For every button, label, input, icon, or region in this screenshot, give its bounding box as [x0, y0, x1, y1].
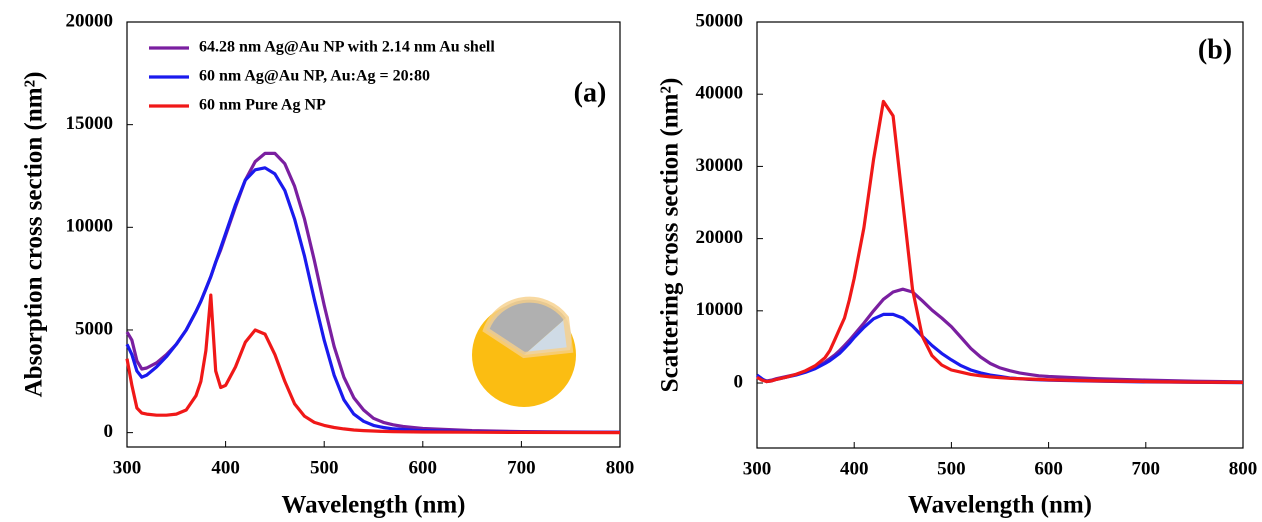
panel-label: (a) — [574, 77, 607, 108]
x-tick-label: 700 — [507, 457, 536, 478]
plot-frame — [756, 21, 1244, 449]
y-axis-title: Scattering cross section (nm²) — [657, 78, 684, 393]
y-tick-label: 15000 — [66, 113, 114, 134]
legend-label: 60 nm Pure Ag NP — [199, 97, 326, 114]
y-tick-label: 10000 — [66, 216, 114, 237]
legend-label: 60 nm Ag@Au NP, Au:Ag = 20:80 — [199, 68, 430, 85]
y-tick-label: 40000 — [696, 83, 744, 104]
y-tick-label: 5000 — [75, 318, 113, 339]
plot-frame — [126, 21, 621, 448]
core-shell-icon — [472, 296, 576, 407]
y-tick-label: 50000 — [696, 10, 744, 31]
x-tick-label: 500 — [310, 457, 339, 478]
y-tick-label: 20000 — [66, 10, 114, 31]
y-axis-title: Absorption cross section (nm²) — [21, 72, 48, 398]
x-tick-label: 300 — [743, 458, 772, 479]
y-tick-label: 10000 — [696, 299, 744, 320]
x-tick-label: 400 — [840, 458, 869, 479]
x-axis-title: Wavelength (nm) — [908, 492, 1092, 519]
panel-label: (b) — [1198, 34, 1232, 65]
x-tick-label: 600 — [409, 457, 438, 478]
y-tick-label: 30000 — [696, 155, 744, 176]
x-tick-label: 800 — [1229, 458, 1258, 479]
y-tick-label: 0 — [734, 371, 744, 392]
x-tick-label: 500 — [937, 458, 966, 479]
series-line — [756, 99, 1244, 384]
y-tick-label: 0 — [104, 421, 114, 442]
x-tick-label: 600 — [1034, 458, 1063, 479]
series-line — [125, 293, 621, 435]
x-tick-label: 800 — [606, 457, 635, 478]
series-line — [756, 287, 1244, 384]
series-line — [125, 166, 621, 434]
x-tick-label: 700 — [1132, 458, 1161, 479]
legend-label: 64.28 nm Ag@Au NP with 2.14 nm Au shell — [199, 39, 495, 56]
y-tick-label: 20000 — [696, 227, 744, 248]
x-tick-label: 300 — [113, 457, 142, 478]
x-axis-title: Wavelength (nm) — [281, 492, 465, 519]
x-tick-label: 400 — [211, 457, 240, 478]
